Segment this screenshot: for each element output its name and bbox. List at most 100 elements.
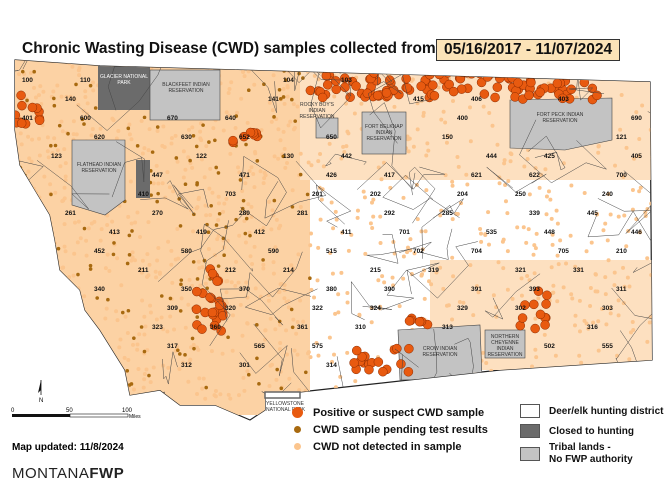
not-detected-point [483, 232, 488, 237]
not-detected-point [64, 94, 69, 99]
pending-point [112, 241, 116, 245]
district-boundary [369, 102, 416, 190]
not-detected-point [281, 86, 286, 91]
not-detected-point [228, 151, 233, 156]
district-label: 650 [326, 134, 337, 141]
not-detected-point [345, 290, 350, 295]
not-detected-point [238, 302, 243, 307]
not-detected-point [624, 244, 629, 249]
not-detected-point [563, 368, 568, 373]
not-detected-point [584, 70, 589, 75]
district-label: 444 [486, 153, 497, 160]
pending-point [289, 64, 293, 68]
district-label: 150 [442, 134, 453, 141]
not-detected-point [65, 319, 70, 324]
not-detected-point [166, 239, 171, 244]
not-detected-point [211, 126, 216, 131]
not-detected-point [198, 129, 203, 134]
not-detected-point [451, 274, 456, 279]
district-label: 100 [22, 77, 33, 84]
not-detected-point [203, 396, 208, 401]
not-detected-point [55, 339, 60, 344]
district-label: 448 [544, 229, 555, 236]
not-detected-point [482, 397, 487, 402]
not-detected-point [450, 179, 455, 184]
not-detected-point [285, 161, 290, 166]
not-detected-point [533, 347, 538, 352]
map-updated: Map updated: 11/8/2024 [12, 442, 124, 453]
pending-point [195, 182, 199, 187]
not-detected-point [392, 104, 397, 109]
not-detected-point [27, 156, 32, 161]
not-detected-point [438, 265, 443, 270]
not-detected-point [378, 214, 383, 219]
positive-point [216, 326, 226, 336]
not-detected-point [127, 132, 132, 137]
not-detected-point [401, 195, 406, 200]
not-detected-point [237, 233, 242, 238]
not-detected-point [540, 382, 545, 387]
not-detected-point [316, 353, 321, 358]
not-detected-point [145, 252, 150, 257]
not-detected-point [135, 210, 140, 215]
not-detected-point [584, 249, 589, 254]
not-detected-point [284, 328, 289, 333]
not-detected-point [261, 266, 266, 271]
legend-hunting-district: Deer/elk hunting district [520, 401, 663, 421]
not-detected-point [376, 278, 381, 283]
pending-point [174, 156, 179, 160]
not-detected-point [26, 229, 31, 234]
pending-point [149, 193, 153, 197]
not-detected-point [278, 282, 283, 287]
not-detected-point [135, 347, 140, 352]
positive-point [416, 81, 426, 91]
yellowstone-label: YELLOWSTONE NATIONAL PARK [266, 401, 306, 413]
positive-point [381, 88, 392, 98]
pending-point [88, 267, 93, 271]
district-label: 640 [225, 115, 236, 122]
not-detected-point [370, 200, 375, 205]
positive-point [197, 324, 207, 334]
pending-point [201, 123, 205, 127]
positive-point [434, 69, 444, 80]
not-detected-point [501, 266, 506, 271]
not-detected-point [187, 358, 192, 363]
not-detected-point [51, 89, 56, 94]
not-detected-point [398, 60, 403, 63]
pending-point [80, 117, 85, 122]
not-detected-point [497, 181, 502, 186]
not-detected-point [306, 350, 311, 355]
not-detected-point [419, 63, 424, 68]
not-detected-point [573, 264, 578, 269]
district-label: 210 [616, 248, 627, 255]
not-detected-point [457, 300, 462, 305]
not-detected-point [268, 316, 273, 321]
not-detected-point [284, 299, 289, 304]
not-detected-point [328, 250, 333, 255]
not-detected-point [73, 361, 78, 366]
not-detected-point [409, 62, 414, 67]
northern-cheyenne-label: NORTHERN CHEYENNE INDIAN RESERVATION [487, 334, 523, 358]
district-label: 621 [471, 172, 482, 179]
not-detected-point [537, 379, 542, 384]
not-detected-point [241, 375, 246, 380]
pending-point [272, 115, 276, 119]
not-detected-point [461, 390, 466, 395]
not-detected-point [276, 290, 281, 295]
pending-point [82, 122, 86, 126]
not-detected-point [275, 61, 280, 66]
district-boundary [36, 160, 110, 210]
positive-point [529, 299, 539, 310]
district-label: 302 [515, 305, 526, 312]
not-detected-point [262, 62, 267, 67]
not-detected-point [276, 127, 281, 132]
not-detected-point [139, 270, 144, 275]
not-detected-point [38, 84, 43, 89]
not-detected-point [220, 64, 225, 69]
not-detected-point [35, 249, 40, 254]
pending-point [204, 385, 208, 390]
not-detected-point [114, 309, 119, 314]
not-detected-point [487, 110, 492, 115]
pending-point [178, 309, 183, 313]
district-boundary [239, 323, 288, 377]
